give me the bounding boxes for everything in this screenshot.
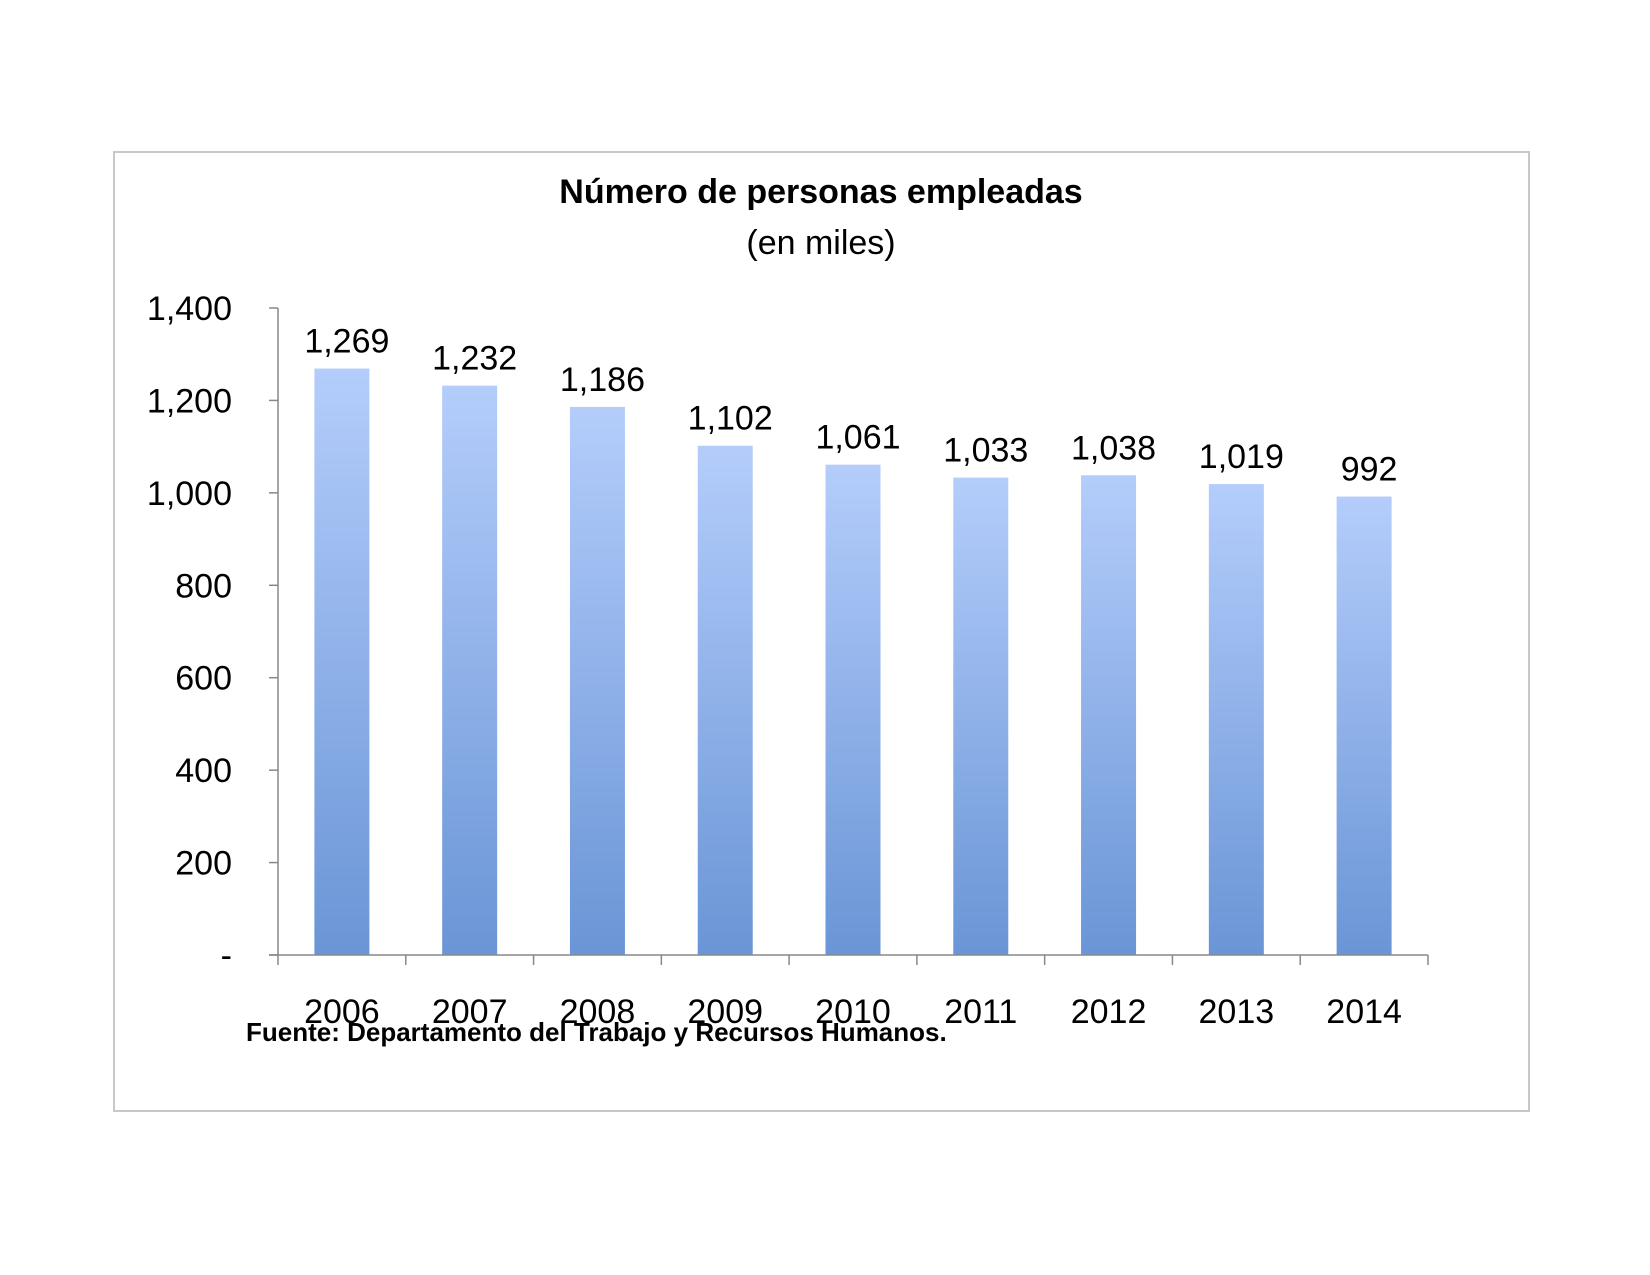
bar-2007 (442, 385, 498, 955)
bar-chart: Número de personas empleadas (en miles) … (147, 173, 1429, 1047)
data-label-2013: 1,019 (1199, 438, 1284, 476)
y-tick-label: 600 (175, 660, 232, 698)
bar-2012 (1081, 475, 1137, 955)
y-tick-label: 1,200 (147, 382, 232, 420)
y-tick-label: 800 (175, 567, 232, 605)
chart-subtitle: (en miles) (746, 224, 895, 262)
data-label-2011: 1,033 (943, 432, 1028, 470)
bars (314, 368, 1392, 955)
chart-title: Número de personas empleadas (559, 173, 1082, 211)
bar-2010 (825, 464, 881, 955)
bar-2014 (1336, 496, 1392, 955)
data-label-2008: 1,186 (560, 361, 645, 399)
y-tick-label: - (221, 937, 232, 975)
bar-2006 (314, 368, 370, 955)
bar-2013 (1208, 484, 1264, 955)
x-tick-label-2012: 2012 (1071, 993, 1147, 1031)
data-labels: 1,269 1,232 1,186 1,102 1,061 1,033 1,038 1,019… (304, 323, 1397, 489)
x-tick-label-2014: 2014 (1326, 993, 1402, 1031)
x-tick-label-2009: 2009 (687, 993, 763, 1031)
bar-2011 (953, 477, 1009, 955)
y-axis: - 200 400 600 800 1,000 1,200 1,400 (147, 290, 279, 975)
x-tick-label-2007: 2007 (432, 993, 508, 1031)
y-tick-label: 1,400 (147, 290, 232, 328)
data-label-2014: 992 (1341, 451, 1398, 489)
x-tick-label-2006: 2006 (304, 993, 380, 1031)
source-note: Fuente: Departamento del Trabajo y Recur… (246, 1017, 947, 1047)
y-tick-label: 200 (175, 845, 232, 883)
y-tick-label: 1,000 (147, 475, 232, 513)
data-label-2010: 1,061 (815, 419, 900, 457)
data-label-2006: 1,269 (304, 323, 389, 361)
data-label-2012: 1,038 (1071, 429, 1156, 467)
chart-frame: Número de personas empleadas (en miles) … (113, 151, 1530, 1112)
data-label-2009: 1,102 (688, 400, 773, 438)
data-label-2007: 1,232 (432, 340, 517, 378)
bar-2008 (569, 406, 625, 955)
bar-2009 (697, 445, 753, 955)
x-axis: 2006 2007 2008 2009 2010 2011 2012 2013 2014 (269, 954, 1429, 1031)
x-tick-label-2008: 2008 (560, 993, 636, 1031)
y-tick-label: 400 (175, 752, 232, 790)
x-tick-label-2010: 2010 (815, 993, 891, 1031)
x-tick-label-2011: 2011 (944, 993, 1017, 1031)
x-tick-label-2013: 2013 (1199, 993, 1275, 1031)
